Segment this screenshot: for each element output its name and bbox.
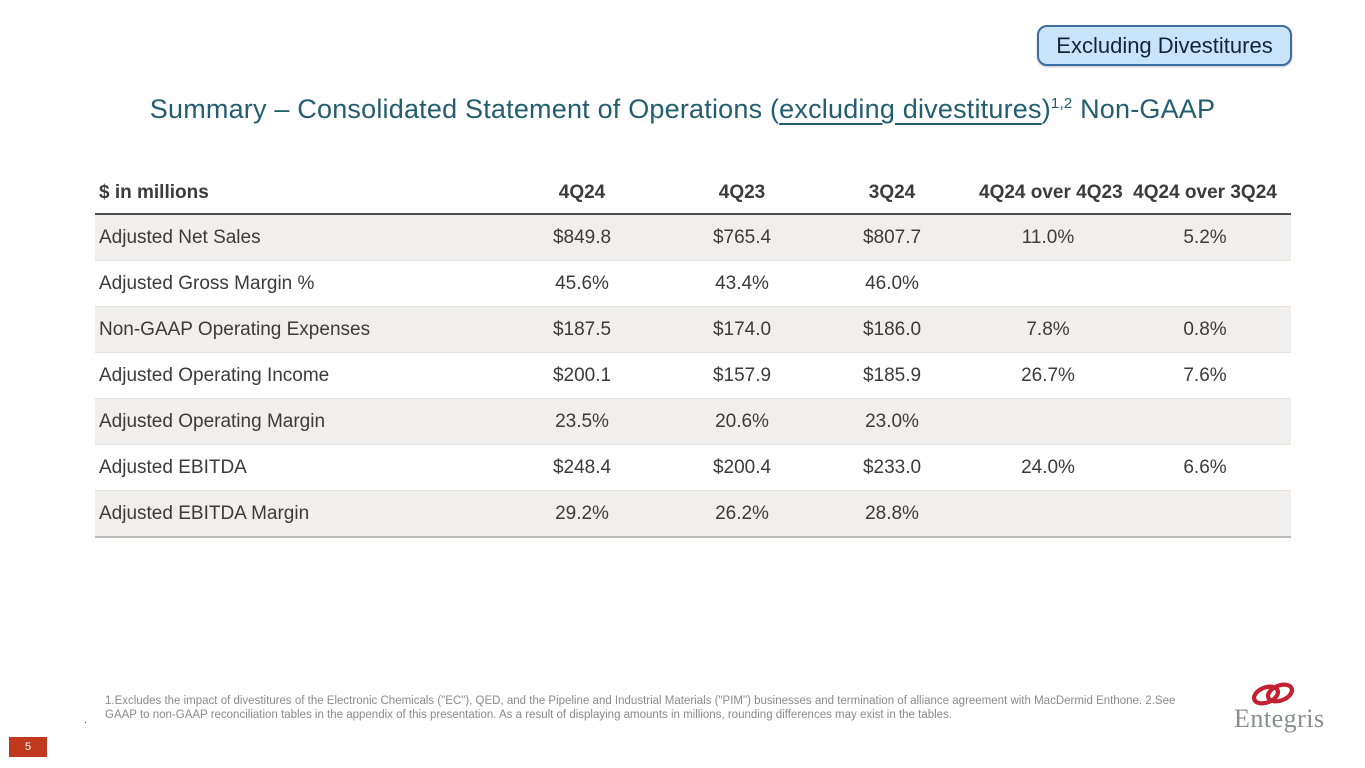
table-row: Adjusted EBITDA $248.4 $200.4 $233.0 24.… xyxy=(95,444,1291,491)
cell-4q24-over-3q24 xyxy=(1119,399,1291,445)
cell-4q24: $248.4 xyxy=(552,456,612,478)
entegris-logo: Entegris xyxy=(1234,682,1334,734)
cell-4q24: 23.5% xyxy=(555,410,609,432)
row-label: Adjusted EBITDA Margin xyxy=(99,502,310,524)
table-row: Adjusted Operating Margin 23.5% 20.6% 23… xyxy=(95,398,1291,445)
badge-label: Excluding Divestitures xyxy=(1056,32,1273,58)
cell-4q24: $187.5 xyxy=(552,318,612,340)
table-row: Non-GAAP Operating Expenses $187.5 $174.… xyxy=(95,306,1291,353)
col-header-metric: $ in millions xyxy=(95,180,487,215)
col-header-4q24: 4Q24 xyxy=(487,180,677,215)
col-header-4q23: 4Q23 xyxy=(677,180,807,215)
entegris-rings-icon xyxy=(1251,682,1295,706)
cell-4q24-over-4q23: 7.8% xyxy=(1026,318,1070,340)
col-header-4q24-over-4q23: 4Q24 over 4Q23 xyxy=(977,180,1123,215)
cell-4q24-over-3q24: 6.6% xyxy=(1183,456,1227,478)
cell-4q24-over-4q23 xyxy=(977,491,1119,538)
footnote-text: 1.Excludes the impact of divestitures of… xyxy=(105,694,1176,722)
cell-4q24-over-4q23 xyxy=(977,261,1119,307)
row-label: Adjusted Operating Margin xyxy=(99,410,326,432)
row-label: Adjusted Gross Margin % xyxy=(99,272,315,294)
cell-4q24-over-4q23: 11.0% xyxy=(1021,226,1075,248)
cell-3q24: 46.0% xyxy=(865,272,919,294)
cell-4q24: $849.8 xyxy=(552,226,612,248)
cell-4q24: 45.6% xyxy=(555,272,609,294)
cell-4q24-over-4q23: 26.7% xyxy=(1021,364,1075,386)
cell-3q24: $185.9 xyxy=(862,364,922,386)
row-label: Adjusted Net Sales xyxy=(99,226,261,248)
cell-4q24-over-3q24: 0.8% xyxy=(1183,318,1227,340)
cell-3q24: $186.0 xyxy=(862,318,922,340)
title-close-paren: ) xyxy=(1041,94,1051,124)
row-label: Adjusted Operating Income xyxy=(99,364,330,386)
title-suffix: Non-GAAP xyxy=(1072,94,1216,124)
cell-4q23: 43.4% xyxy=(715,272,769,294)
title-footnote-superscript: 1,2 xyxy=(1050,95,1073,112)
financial-summary-table: $ in millions 4Q24 4Q23 3Q24 4Q24 over 4… xyxy=(95,180,1291,538)
table-header-row: $ in millions 4Q24 4Q23 3Q24 4Q24 over 4… xyxy=(95,180,1291,215)
cell-3q24: $807.7 xyxy=(862,226,922,248)
cell-4q24-over-4q23: 24.0% xyxy=(1021,456,1075,478)
table-row: Adjusted Net Sales $849.8 $765.4 $807.7 … xyxy=(95,214,1291,261)
table-row: Adjusted Gross Margin % 45.6% 43.4% 46.0… xyxy=(95,260,1291,307)
cell-4q24-over-3q24: 7.6% xyxy=(1183,364,1227,386)
cell-4q24: $200.1 xyxy=(552,364,612,386)
row-label: Adjusted EBITDA xyxy=(99,456,247,478)
title-prefix: Summary – Consolidated Statement of Oper… xyxy=(149,94,780,124)
cell-4q24-over-3q24: 5.2% xyxy=(1183,226,1227,248)
cell-4q23: $174.0 xyxy=(712,318,772,340)
col-header-3q24: 3Q24 xyxy=(807,180,977,215)
cell-4q23: $157.9 xyxy=(712,364,772,386)
cell-4q23: 26.2% xyxy=(715,502,769,524)
page-title: Summary – Consolidated Statement of Oper… xyxy=(0,94,1365,125)
cell-4q24-over-3q24 xyxy=(1119,491,1291,538)
entegris-logo-text: Entegris xyxy=(1234,704,1325,733)
row-label: Non-GAAP Operating Expenses xyxy=(99,318,371,340)
table-row: Adjusted EBITDA Margin 29.2% 26.2% 28.8% xyxy=(95,490,1291,538)
cell-4q24-over-4q23 xyxy=(977,399,1119,445)
stray-period: . xyxy=(84,714,88,726)
page-number-badge: 5 xyxy=(9,737,47,757)
cell-4q23: $200.4 xyxy=(712,456,772,478)
col-header-4q24-over-3q24: 4Q24 over 3Q24 xyxy=(1119,180,1291,215)
cell-3q24: 28.8% xyxy=(865,502,919,524)
cell-3q24: 23.0% xyxy=(865,410,919,432)
excluding-divestitures-badge: Excluding Divestitures xyxy=(1037,25,1292,66)
cell-4q23: 20.6% xyxy=(715,410,769,432)
page-number: 5 xyxy=(24,741,32,753)
cell-4q24: 29.2% xyxy=(555,502,609,524)
cell-4q24-over-3q24 xyxy=(1119,261,1291,307)
table-row: Adjusted Operating Income $200.1 $157.9 … xyxy=(95,352,1291,399)
cell-4q23: $765.4 xyxy=(712,226,772,248)
cell-3q24: $233.0 xyxy=(862,456,922,478)
title-underlined-phrase: excluding divestitures xyxy=(779,94,1042,124)
